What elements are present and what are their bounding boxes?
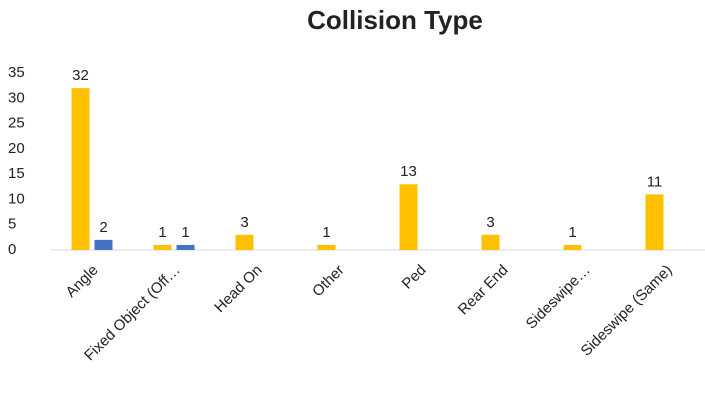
data-label: 3 (240, 214, 248, 231)
bar (176, 244, 195, 250)
bar (399, 184, 418, 250)
data-label: 13 (400, 163, 417, 180)
data-label: 3 (486, 214, 494, 231)
chart-title: Collision Type (307, 5, 483, 35)
x-tick-label: Sideswipe (Same) (578, 262, 676, 360)
bar (645, 194, 664, 250)
data-label: 1 (158, 224, 166, 241)
bar (481, 234, 500, 250)
y-tick-label: 25 (8, 115, 25, 132)
y-tick-label: 30 (8, 89, 25, 106)
bar (563, 244, 582, 250)
y-tick-label: 10 (8, 190, 25, 207)
x-tick-label: Other (309, 262, 348, 301)
x-tick-label: Rear End (455, 262, 512, 319)
data-label: 2 (99, 219, 107, 236)
bar (153, 244, 172, 250)
bar (317, 244, 336, 250)
x-tick-label: Head On (211, 262, 265, 316)
y-tick-label: 5 (8, 216, 16, 233)
x-tick-label: Sideswipe… (523, 262, 594, 333)
data-label: 1 (322, 224, 330, 241)
bar (94, 239, 113, 250)
x-tick-label: Ped (399, 262, 430, 293)
y-tick-label: 0 (8, 241, 16, 258)
y-tick-label: 35 (8, 64, 25, 81)
data-label: 32 (72, 67, 89, 84)
data-label: 11 (647, 173, 663, 190)
x-tick-label: Angle (62, 262, 101, 301)
y-tick-label: 15 (8, 165, 25, 182)
bar (235, 234, 254, 250)
y-tick-label: 20 (8, 140, 25, 157)
bar (71, 88, 90, 251)
data-label: 1 (568, 224, 576, 241)
data-label: 1 (181, 224, 189, 241)
